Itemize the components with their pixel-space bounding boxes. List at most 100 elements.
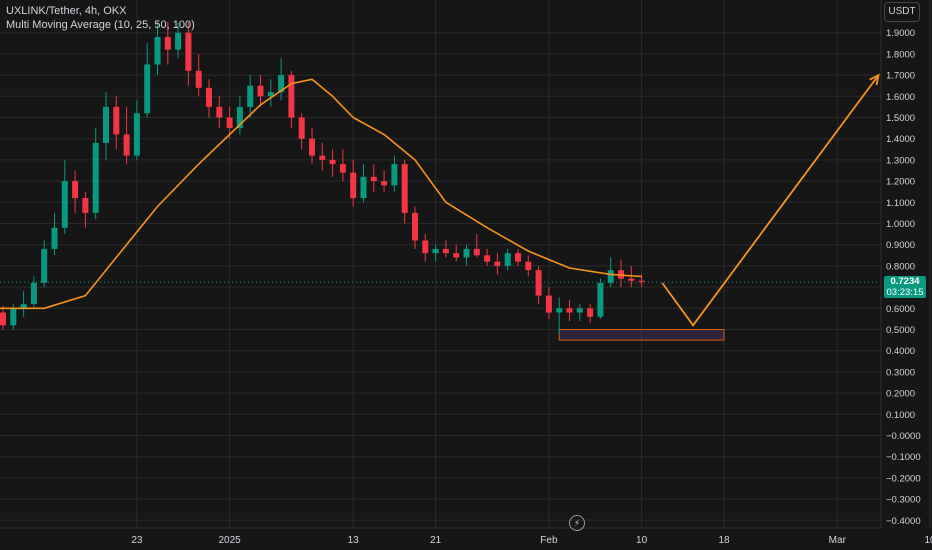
candle — [61, 159, 68, 235]
candle — [144, 43, 151, 118]
symbol-title[interactable]: UXLINK/Tether, 4h, OKX — [6, 5, 127, 17]
candle-body — [587, 308, 594, 317]
candle-body — [92, 142, 99, 213]
x-tick-label: Feb — [540, 535, 558, 546]
candle — [442, 240, 449, 258]
candle-body — [309, 138, 315, 156]
candle — [51, 212, 58, 256]
projection-path[interactable] — [661, 74, 880, 327]
current-price-tag: 0.7234 03:23:15 — [884, 276, 926, 298]
candle-body — [401, 164, 408, 213]
candle — [370, 164, 377, 192]
candle-body — [288, 75, 295, 118]
candle — [350, 159, 357, 207]
candle — [412, 206, 418, 249]
bar-countdown: 03:23:15 — [886, 287, 924, 298]
candle-body — [113, 106, 120, 135]
support-zone[interactable] — [558, 329, 725, 341]
candle-body — [638, 280, 645, 283]
candle — [432, 244, 439, 262]
candle-body — [175, 32, 182, 50]
y-tick-label: −0.1000 — [886, 452, 921, 463]
y-tick-label: 1.6000 — [886, 92, 915, 103]
y-tick-label: 0.1000 — [886, 410, 915, 421]
x-tick-label: 21 — [430, 535, 442, 546]
y-tick-label: −0.3000 — [886, 495, 921, 506]
candle — [257, 75, 264, 107]
candle-body — [412, 212, 418, 241]
candle — [515, 248, 521, 266]
candle — [236, 96, 243, 135]
candle-body — [484, 255, 491, 262]
lightning-icon[interactable]: ⚡ — [569, 515, 585, 531]
candle — [72, 170, 79, 213]
candle-body — [556, 308, 563, 313]
y-tick-label: 0.8000 — [886, 261, 915, 272]
y-tick-label: 1.2000 — [886, 177, 915, 188]
candle — [195, 53, 202, 97]
candle — [587, 304, 594, 324]
y-tick-label: 1.8000 — [886, 49, 915, 60]
candle — [278, 58, 285, 101]
candle-body — [41, 248, 48, 283]
candle-body — [247, 85, 254, 107]
candle — [154, 22, 161, 76]
candle-body — [381, 181, 388, 186]
candle — [103, 92, 109, 160]
candle-body — [339, 164, 346, 173]
candle-body — [216, 106, 223, 118]
candle-body — [515, 253, 521, 262]
candle-body — [144, 64, 151, 114]
candle — [473, 234, 480, 258]
y-tick-label: −0.4000 — [886, 516, 921, 527]
candle — [30, 276, 37, 309]
candle — [381, 170, 388, 192]
y-tick-label: 1.7000 — [886, 71, 915, 82]
candle — [525, 255, 532, 277]
y-axis-ticks[interactable]: 1.9000 1.8000 1.7000 1.6000 1.5000 1.4000 1.30… — [886, 28, 921, 527]
currency-button[interactable]: USDT — [884, 2, 920, 22]
candle — [41, 240, 48, 288]
candle — [576, 304, 583, 322]
candle-body — [103, 106, 109, 143]
candle-body — [0, 312, 6, 326]
y-tick-label: 0.3000 — [886, 367, 915, 378]
candle-body — [319, 155, 326, 160]
candle — [298, 113, 305, 150]
candle-body — [566, 308, 573, 313]
candle — [113, 96, 120, 150]
grid — [0, 0, 931, 528]
candle-body — [391, 164, 398, 186]
candle — [247, 75, 254, 118]
y-tick-label: 0.9000 — [886, 240, 915, 251]
candle — [597, 278, 604, 319]
support-zone-layer — [558, 329, 725, 341]
candle — [484, 248, 491, 266]
candle — [309, 128, 315, 165]
candle-body — [329, 159, 336, 165]
candle — [206, 79, 212, 118]
x-tick-label: 18 — [718, 535, 730, 546]
projection-arrowhead — [869, 73, 880, 86]
candle-body — [504, 253, 511, 266]
x-tick-label: 23 — [131, 535, 143, 546]
candle — [0, 306, 6, 330]
candle — [185, 22, 192, 86]
candle-body — [30, 282, 37, 305]
candle — [494, 253, 501, 275]
candle — [133, 100, 140, 160]
indicator-label[interactable]: Multi Moving Average (10, 25, 50, 100) — [6, 19, 195, 31]
y-tick-label: 0.2000 — [886, 389, 915, 400]
candle-body — [154, 36, 161, 65]
x-axis-ticks[interactable]: 92320251321Feb1018Mar10 — [0, 535, 932, 546]
ma-line[interactable] — [0, 78, 642, 310]
candle — [401, 159, 408, 224]
candle — [92, 128, 99, 220]
current-price-value: 0.7234 — [890, 276, 920, 287]
candle — [329, 149, 336, 177]
x-tick-label: 13 — [348, 535, 360, 546]
y-tick-label: 1.4000 — [886, 134, 915, 145]
candle-body — [267, 92, 274, 97]
y-tick-label: 0.4000 — [886, 346, 915, 357]
